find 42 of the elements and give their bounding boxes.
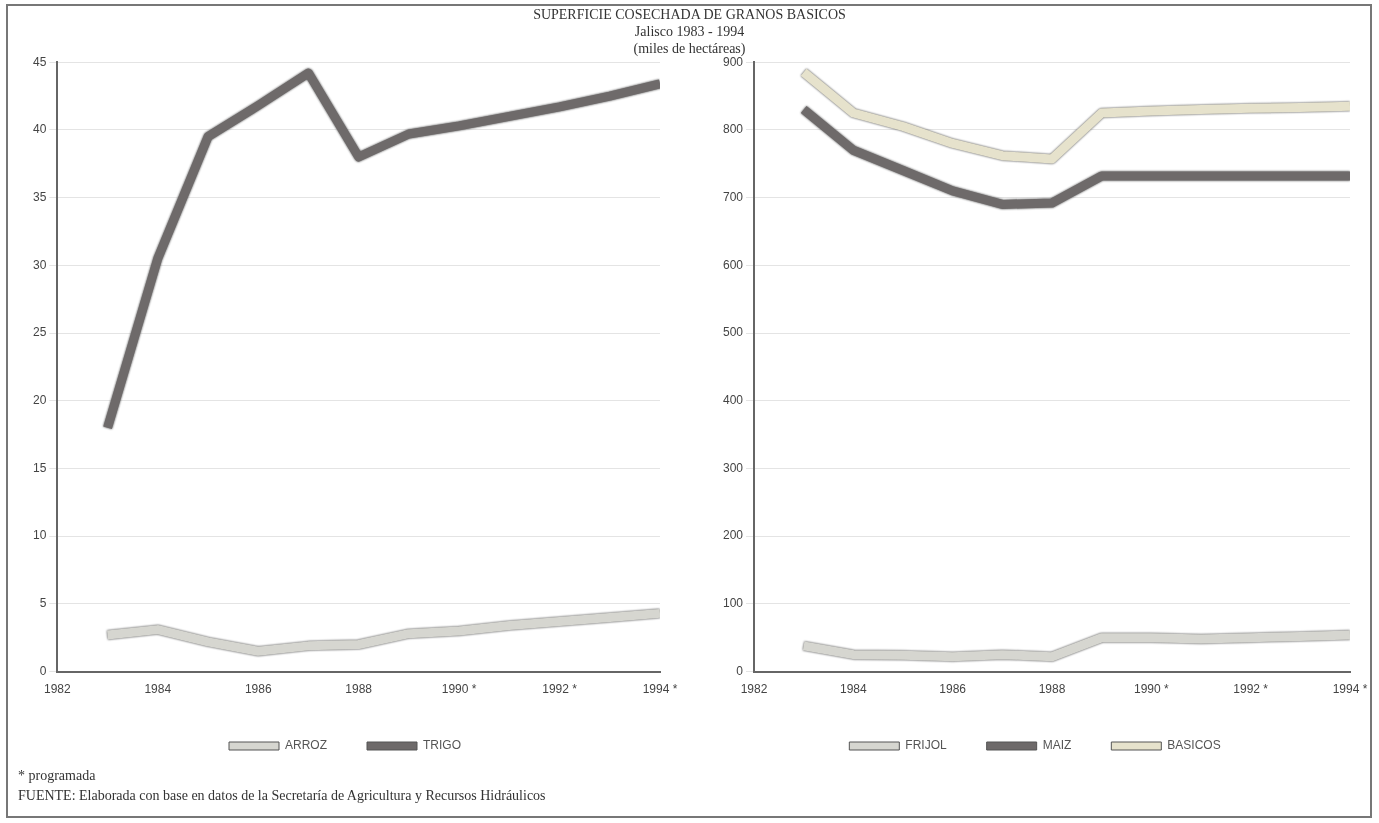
legend-label: FRIJOL [905, 738, 947, 753]
text: SUPERFICIE COSECHADA DE GRANOS BASICOS [532, 6, 847, 23]
y-tick-label: 35 [32, 189, 47, 204]
legend-label: MAIZ [1042, 738, 1072, 753]
x-tick-label: 1990 * [1133, 682, 1170, 697]
y-tick-label: 700 [722, 189, 744, 204]
y-tick-label: 600 [722, 257, 744, 272]
y-tick-label: 15 [32, 460, 47, 475]
x-tick-label: 1986 [244, 682, 272, 697]
x-tick-label: 1982 [740, 682, 768, 697]
x-tick-label: 1986 [939, 682, 967, 697]
y-tick-label: 200 [722, 528, 744, 543]
y-tick-label: 100 [722, 596, 744, 611]
y-tick-label: 20 [32, 393, 47, 408]
x-tick-label: 1982 [44, 682, 72, 697]
x-tick-label: 1992 * [1233, 682, 1269, 697]
y-tick-label: 800 [722, 122, 744, 137]
y-tick-label: 400 [722, 393, 744, 408]
text: * programada [18, 767, 97, 785]
y-tick-label: 30 [32, 257, 47, 272]
y-tick-label: 0 [39, 663, 47, 678]
x-tick-label: 1990 * [441, 682, 477, 697]
x-tick-label: 1988 [1038, 682, 1066, 697]
y-tick-label: 40 [32, 122, 47, 137]
legend-label: BASICOS [1167, 738, 1221, 753]
y-tick-label: 10 [32, 528, 47, 543]
x-tick-label: 1994 * [642, 682, 678, 697]
y-tick-label: 300 [722, 460, 744, 475]
legend-label: ARROZ [285, 738, 327, 753]
y-tick-label: 25 [32, 325, 47, 340]
y-tick-label: 5 [39, 596, 47, 611]
legend-label: TRIGO [423, 738, 461, 753]
x-tick-label: 1988 [345, 682, 373, 697]
text: Jalisco 1983 - 1994 (miles de hectáreas) [632, 23, 747, 56]
source-note: FUENTE: Elaborada con base en datos de la Secretaría de Agricultura y Recursos Hidráulicos [18, 787, 546, 805]
y-tick-label: 45 [32, 54, 47, 69]
x-tick-label: 1984 [840, 682, 868, 697]
x-tick-label: 1992 * [542, 682, 578, 697]
x-tick-label: 1984 [144, 682, 172, 697]
x-tick-label: 1994 * [1332, 682, 1368, 697]
y-tick-label: 500 [722, 325, 744, 340]
y-tick-label: 0 [736, 663, 744, 678]
